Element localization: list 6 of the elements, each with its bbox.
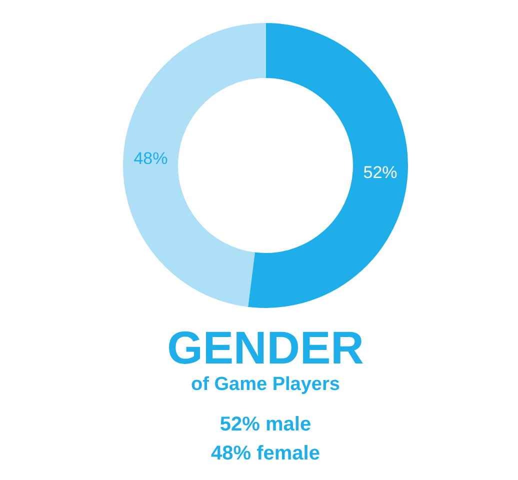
- text: 52% male: [220, 414, 312, 436]
- text: GENDER: [167, 322, 364, 374]
- text: of Game Players: [191, 374, 340, 395]
- data-label: 48%: [134, 148, 168, 168]
- data-label: 52%: [363, 163, 398, 182]
- text: 48% female: [211, 442, 320, 464]
